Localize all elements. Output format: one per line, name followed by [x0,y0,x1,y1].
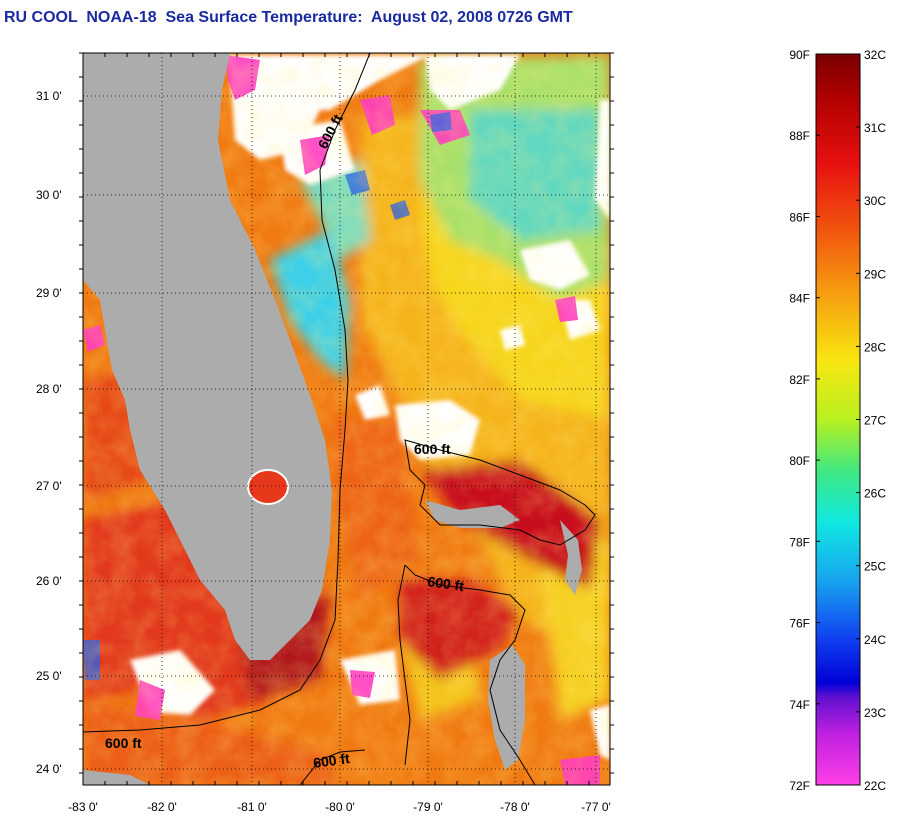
bahamas-abaco [560,520,582,595]
contour-label: 600 ft [105,735,142,751]
lon-label: -82 0' [147,800,177,814]
lat-label: 26 0' [36,574,62,588]
lat-label: 25 0' [36,669,62,683]
bahamas-grand-bahama [425,500,520,528]
depth-contours [83,53,596,785]
florida-land [83,53,332,660]
lon-label: -83 0' [68,800,98,814]
lat-label: 31 0' [36,89,62,103]
lat-label: 24 0' [36,762,62,776]
lon-label: -78 0' [500,800,530,814]
lat-label: 28 0' [36,382,62,396]
lon-label: -77 0' [581,800,611,814]
lat-label: 27 0' [36,479,62,493]
contour-label: 600 ft [427,573,466,594]
sst-image [83,53,610,785]
lat-label: 29 0' [36,286,62,300]
map-title: RU COOL NOAA-18 Sea Surface Temperature:… [4,9,573,26]
lon-label: -79 0' [413,800,443,814]
longitude-labels: -83 0' -82 0' -81 0' -80 0' -79 0' -78 0… [68,800,611,814]
latitude-labels: 31 0' 30 0' 29 0' 28 0' 27 0' 26 0' 25 0… [36,89,62,776]
contour-label: 600 ft [414,441,451,457]
lon-label: -80 0' [325,800,355,814]
lake-okeechobee [247,469,289,505]
lat-label: 30 0' [36,188,62,202]
cuba-edge [83,770,150,785]
lon-label: -81 0' [237,800,267,814]
axis-ticks [79,52,614,785]
contour-label: 600 ft [312,750,351,771]
